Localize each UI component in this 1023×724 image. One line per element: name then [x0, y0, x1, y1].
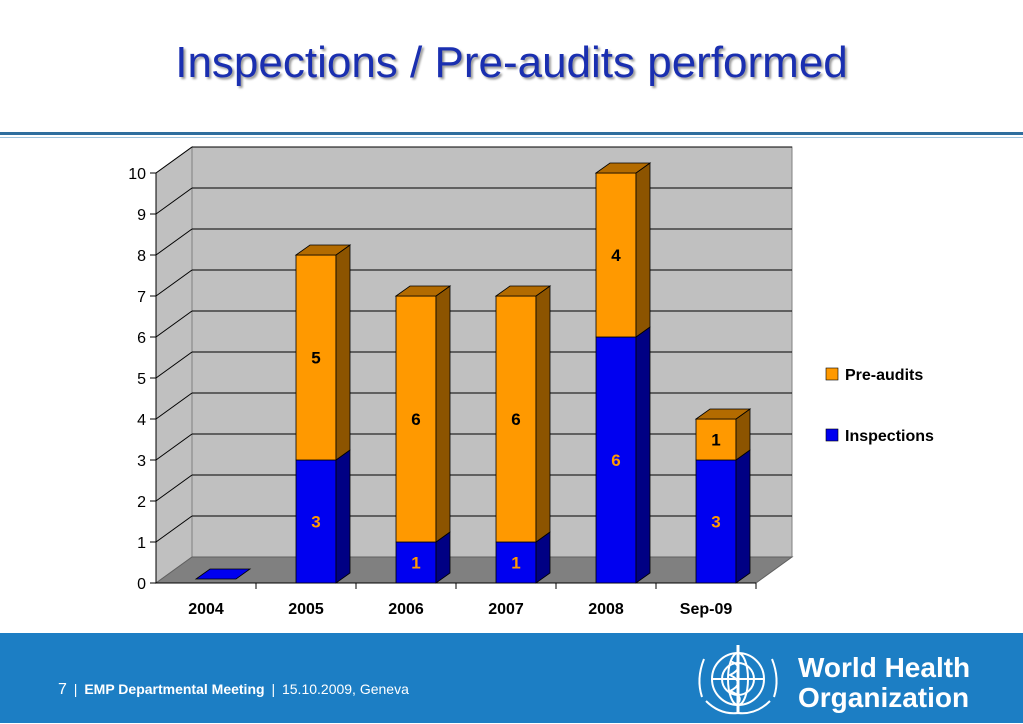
data-label: 4	[611, 246, 621, 265]
title-divider	[0, 132, 1023, 135]
gridline-side	[155, 269, 193, 297]
bar-pre-audits-2008	[595, 172, 637, 338]
y-tick-label: 9	[137, 207, 146, 224]
data-label: 6	[511, 410, 520, 429]
data-label: 6	[411, 410, 420, 429]
title-divider-thin	[0, 137, 1023, 138]
data-label: 6	[611, 451, 620, 470]
y-tick-label: 0	[137, 576, 146, 593]
y-tick-label: 1	[137, 535, 146, 552]
bar-pre-audits-2006-top	[394, 285, 452, 297]
x-tick-label: 2008	[588, 601, 624, 618]
legend-swatch-pre-audits	[825, 367, 839, 381]
bar-pre-audits-2007-side	[535, 285, 551, 543]
gridline-side	[155, 474, 193, 502]
x-tick-label: 2005	[288, 601, 324, 618]
slide-title: Inspections / Pre-audits performed	[175, 38, 848, 87]
meeting-date-place: 15.10.2009, Geneva	[281, 681, 409, 697]
bar-inspections-Sep-09-side	[735, 449, 751, 584]
y-tick-label: 4	[137, 412, 146, 429]
stacked-bar-chart: 0 1 2 3 4 5 6 7 8 9 10 2004 2005 3 5 2006 1 6 2007 1 6 2008 6 4…	[128, 146, 934, 618]
y-tick-label: 6	[137, 330, 146, 347]
bar-pre-audits-2006-side	[435, 285, 451, 543]
bar-pre-audits-Sep-09	[695, 418, 737, 461]
y-tick-label: 2	[137, 494, 146, 511]
bar-empty-2004	[194, 568, 252, 580]
legend-swatch-inspections	[825, 428, 839, 442]
data-label: 1	[511, 554, 520, 573]
data-label: 5	[311, 349, 320, 368]
y-tick-label: 3	[137, 453, 146, 470]
x-tick-label: 2004	[188, 601, 224, 618]
bar-pre-audits-2005-top	[294, 244, 352, 256]
x-tick-label: Sep-09	[680, 601, 733, 618]
bar-pre-audits-2006	[395, 295, 437, 543]
bar-inspections-2006	[395, 541, 437, 584]
gridline-side	[155, 146, 193, 174]
gridline-side	[155, 392, 193, 420]
gridline-side	[155, 515, 193, 543]
bar-pre-audits-2008-top	[594, 162, 652, 174]
gridline-side	[155, 310, 193, 338]
bar-pre-audits-2008-side	[635, 162, 651, 338]
organization-name-line2: Organization	[798, 682, 970, 713]
footer-bar: 7 | EMP Departmental Meeting | 15.10.200…	[0, 633, 1023, 723]
legend-label: Pre-audits	[845, 367, 923, 384]
footer-caption: 7 | EMP Departmental Meeting | 15.10.200…	[58, 681, 409, 699]
bar-pre-audits-Sep-09-top	[694, 408, 752, 420]
gridline-side	[155, 351, 193, 379]
bar-inspections-2005-side	[335, 449, 351, 584]
bar-inspections-2005	[295, 459, 337, 584]
bar-pre-audits-2005-side	[335, 244, 351, 461]
legend-label: Inspections	[845, 428, 934, 445]
y-tick-label: 7	[137, 289, 146, 306]
organization-name: World Health Organization	[798, 653, 970, 713]
gridline-side	[155, 433, 193, 461]
who-emblem-icon	[698, 645, 778, 715]
gridline-side	[155, 228, 193, 256]
footer-separator-2: |	[271, 681, 276, 697]
footer-separator: |	[73, 681, 78, 697]
meeting-name: EMP Departmental Meeting	[84, 681, 265, 697]
organization-name-line1: World Health	[798, 652, 971, 683]
data-label: 3	[711, 513, 720, 532]
bar-pre-audits-2005	[295, 254, 337, 461]
y-tick-label: 5	[137, 371, 146, 388]
data-label: 1	[411, 554, 420, 573]
data-label: 3	[311, 513, 320, 532]
y-tick-label: 8	[137, 248, 146, 265]
gridline-side	[155, 187, 193, 215]
y-tick-label: 10	[128, 166, 146, 183]
who-logo: World Health Organization	[690, 639, 980, 719]
bar-inspections-Sep-09	[695, 459, 737, 584]
x-tick-label: 2007	[488, 601, 524, 618]
bar-inspections-2008-side	[635, 326, 651, 584]
page-number: 7	[58, 681, 67, 698]
data-label: 1	[711, 431, 720, 450]
bar-pre-audits-2007-top	[494, 285, 552, 297]
x-tick-label: 2006	[388, 601, 424, 618]
